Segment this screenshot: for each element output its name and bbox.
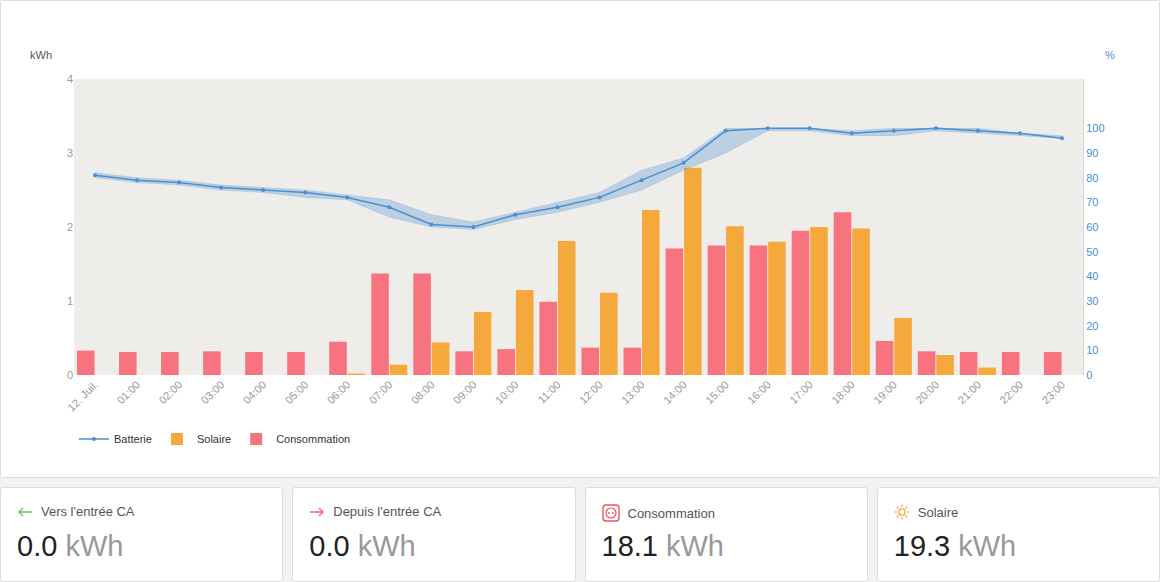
svg-text:0: 0 [1086,369,1092,381]
svg-text:Solaire: Solaire [197,433,231,445]
svg-text:12:00: 12:00 [577,378,605,406]
svg-text:12. Juil.: 12. Juil. [65,378,100,413]
svg-text:11:00: 11:00 [535,378,562,405]
svg-text:08:00: 08:00 [409,378,437,406]
svg-text:02:00: 02:00 [156,378,184,406]
svg-text:04:00: 04:00 [241,378,269,406]
svg-text:1: 1 [67,295,73,307]
svg-text:10: 10 [1086,344,1098,356]
svg-text:0: 0 [67,369,73,381]
svg-text:80: 80 [1086,172,1098,184]
svg-text:2: 2 [67,221,73,233]
svg-text:16:00: 16:00 [745,378,773,406]
svg-text:4: 4 [67,73,73,85]
svg-text:50: 50 [1086,246,1098,258]
svg-text:15:00: 15:00 [703,378,731,406]
svg-text:100: 100 [1086,122,1104,134]
html-text:0.0 kWh: 0.0 kWh [17,530,124,562]
html-text:Vers l'entrée CA: Vers l'entrée CA [41,504,135,519]
html-text:18.1 kWh: 18.1 kWh [601,530,724,562]
svg-text:%: % [1105,49,1115,61]
svg-text:03:00: 03:00 [199,378,227,406]
html-text:Depuis l'entrée CA: Depuis l'entrée CA [333,504,442,519]
svg-text:19:00: 19:00 [871,378,899,406]
svg-text:Batterie: Batterie [114,433,152,445]
svg-text:22:00: 22:00 [997,378,1025,406]
svg-text:05:00: 05:00 [283,378,311,406]
svg-text:23:00: 23:00 [1039,378,1067,406]
svg-text:10:00: 10:00 [493,378,521,406]
svg-text:17:00: 17:00 [787,378,815,406]
svg-text:70: 70 [1086,196,1098,208]
svg-text:01:00: 01:00 [114,378,142,406]
svg-text:07:00: 07:00 [367,378,395,406]
svg-text:30: 30 [1086,295,1098,307]
svg-text:14:00: 14:00 [661,378,689,406]
svg-text:06:00: 06:00 [325,378,353,406]
svg-text:3: 3 [67,147,73,159]
svg-text:kWh: kWh [30,49,52,61]
html-text:Consommation: Consommation [627,505,715,521]
svg-text:20: 20 [1086,320,1098,332]
svg-text:60: 60 [1086,221,1098,233]
html-text:Solaire: Solaire [917,504,959,520]
svg-text:90: 90 [1086,147,1098,159]
svg-text:09:00: 09:00 [451,378,479,406]
html-text:19.3 kWh: 19.3 kWh [893,530,1017,562]
html-text:0.0 kWh: 0.0 kWh [309,530,416,562]
svg-text:Consommation: Consommation [276,433,350,445]
svg-text:40: 40 [1086,270,1098,282]
svg-text:20:00: 20:00 [913,378,941,406]
svg-text:13:00: 13:00 [619,378,647,406]
svg-text:18:00: 18:00 [829,378,857,406]
svg-text:21:00: 21:00 [955,378,983,406]
